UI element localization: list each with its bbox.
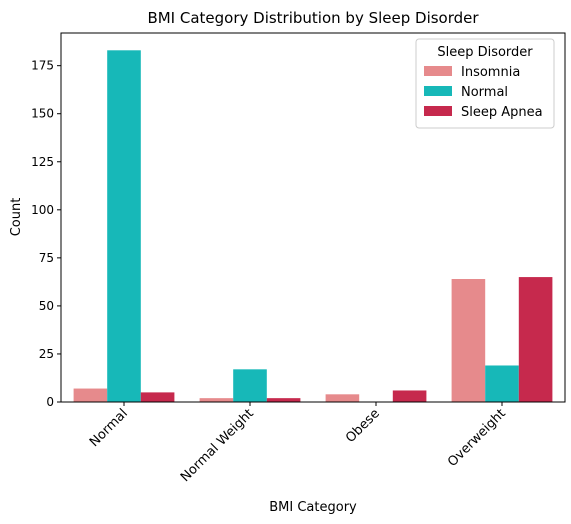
bar: [140, 392, 175, 402]
y-tick-label: 50: [39, 299, 54, 313]
legend-swatch: [424, 106, 452, 116]
y-tick-label: 75: [39, 251, 54, 265]
legend-label: Insomnia: [461, 65, 520, 80]
legend-frame: [415, 38, 555, 129]
x-tick-label: Overweight: [445, 406, 509, 470]
legend-swatch: [424, 86, 452, 96]
bar: [518, 277, 553, 402]
y-tick-label: 100: [31, 203, 54, 217]
bar: [107, 50, 141, 402]
x-axis-label: BMI Category: [269, 500, 357, 515]
bar: [451, 279, 486, 402]
x-tick-label: Obese: [343, 406, 383, 446]
legend-swatch: [424, 66, 452, 76]
y-tick-label: 150: [31, 107, 54, 121]
y-tick-label: 0: [46, 395, 54, 409]
chart-title: BMI Category Distribution by Sleep Disor…: [147, 9, 479, 27]
bar: [266, 398, 301, 402]
bar: [73, 388, 108, 402]
legend-label: Normal: [461, 85, 508, 100]
axes-frame: [60, 32, 566, 403]
y-tick-label: 125: [31, 155, 54, 169]
bar: [485, 365, 519, 402]
bar: [233, 369, 267, 402]
bar: [325, 394, 360, 402]
y-tick-label: 175: [31, 59, 54, 73]
y-axis-label: Count: [9, 198, 24, 237]
y-tick-label: 25: [39, 347, 54, 361]
bar: [392, 390, 427, 402]
legend-title: Sleep Disorder: [437, 45, 533, 60]
legend: Sleep Disorder Insomnia Normal Sleep Apnea: [415, 38, 555, 129]
x-tick-label: Normal Weight: [178, 406, 257, 485]
x-tick-label: Normal: [87, 406, 131, 450]
legend-label: Sleep Apnea: [461, 105, 543, 120]
bar: [199, 398, 234, 402]
